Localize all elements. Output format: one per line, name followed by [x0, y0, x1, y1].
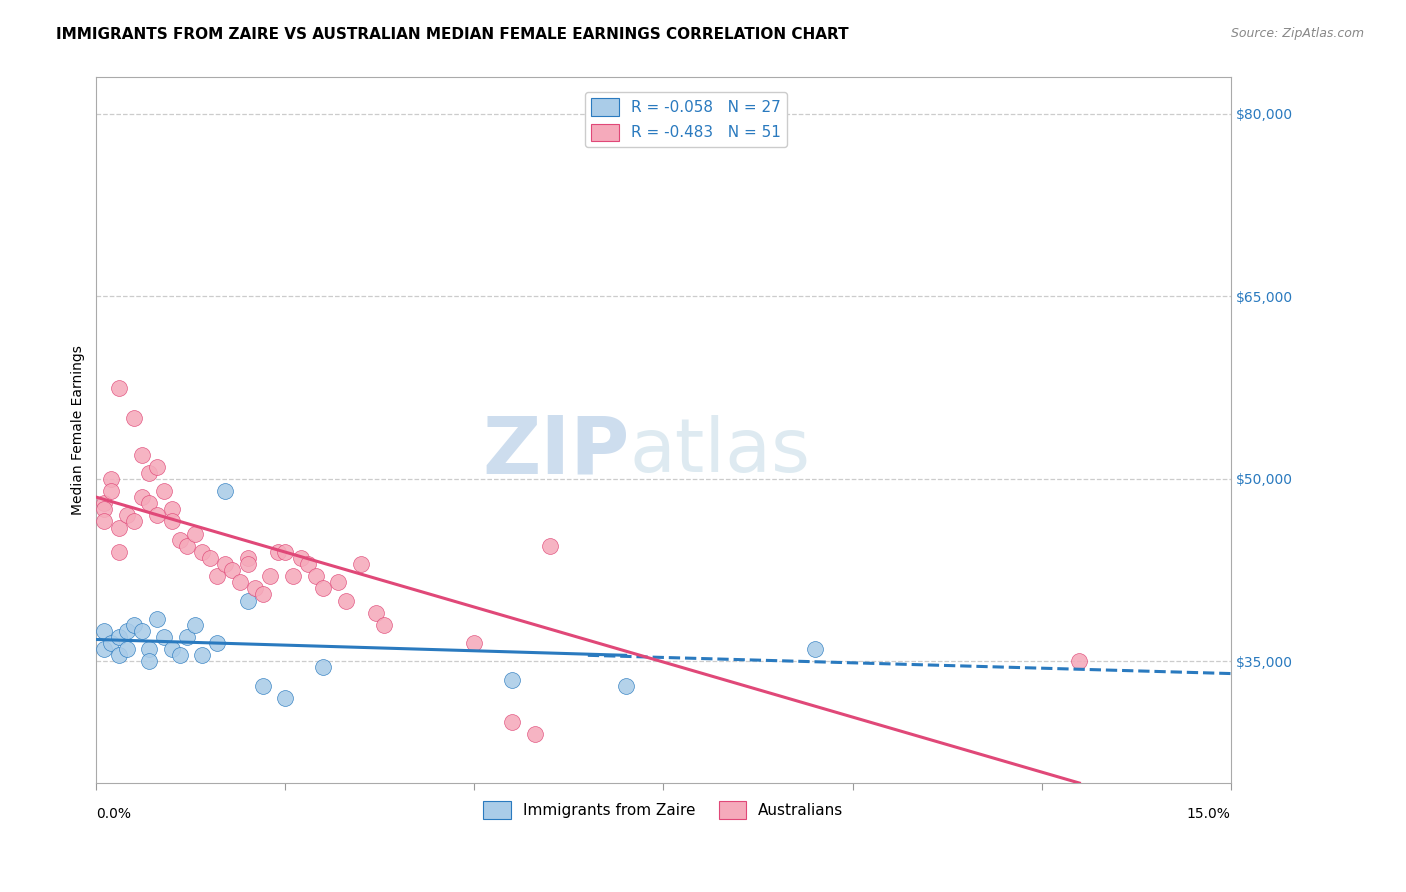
Text: Source: ZipAtlas.com: Source: ZipAtlas.com [1230, 27, 1364, 40]
Point [312, 660, 335, 674]
Point [115, 624, 138, 638]
Text: ZIP: ZIP [482, 412, 630, 491]
Point [523, 727, 546, 741]
Point [153, 630, 176, 644]
Point [176, 539, 198, 553]
Point [328, 575, 350, 590]
Legend: Immigrants from Zaire, Australians: Immigrants from Zaire, Australians [477, 795, 849, 825]
Point [100, 472, 122, 486]
Y-axis label: Median Female Earnings: Median Female Earnings [72, 345, 86, 516]
Point [229, 575, 252, 590]
Point [214, 484, 236, 499]
Point [501, 673, 523, 687]
Point [169, 533, 191, 547]
Point [297, 557, 319, 571]
Point [191, 545, 214, 559]
Point [290, 551, 312, 566]
Point [93, 496, 115, 510]
Point [146, 508, 169, 523]
Point [198, 551, 221, 566]
Point [304, 569, 326, 583]
Point [100, 636, 122, 650]
Text: 0.0%: 0.0% [97, 807, 131, 822]
Text: 15.0%: 15.0% [1187, 807, 1230, 822]
Point [281, 569, 304, 583]
Point [160, 502, 183, 516]
Point [108, 648, 131, 663]
Point [131, 624, 153, 638]
Point [93, 624, 115, 638]
Point [138, 496, 160, 510]
Point [243, 582, 266, 596]
Point [463, 636, 485, 650]
Point [259, 569, 281, 583]
Point [538, 539, 561, 553]
Point [312, 582, 335, 596]
Text: atlas: atlas [630, 415, 810, 488]
Point [108, 545, 131, 559]
Point [115, 508, 138, 523]
Point [236, 551, 259, 566]
Point [191, 648, 214, 663]
Point [252, 679, 274, 693]
Point [207, 569, 229, 583]
Point [183, 526, 205, 541]
Point [93, 515, 115, 529]
Point [176, 630, 198, 644]
Point [214, 557, 236, 571]
Point [153, 484, 176, 499]
Point [122, 515, 145, 529]
Point [335, 593, 357, 607]
Point [108, 381, 131, 395]
Point [131, 490, 153, 504]
Point [236, 557, 259, 571]
Point [350, 557, 373, 571]
Point [267, 545, 290, 559]
Point [614, 679, 637, 693]
Point [207, 636, 229, 650]
Point [146, 612, 169, 626]
Point [366, 606, 388, 620]
Point [146, 459, 169, 474]
Point [274, 690, 297, 705]
Point [138, 642, 160, 657]
Point [138, 466, 160, 480]
Point [131, 448, 153, 462]
Point [122, 618, 145, 632]
Point [1069, 654, 1091, 668]
Point [160, 515, 183, 529]
Point [252, 587, 274, 601]
Point [236, 593, 259, 607]
Point [221, 563, 243, 577]
Point [373, 618, 395, 632]
Point [501, 715, 523, 730]
Point [93, 502, 115, 516]
Point [138, 654, 160, 668]
Point [803, 642, 825, 657]
Point [122, 411, 145, 425]
Text: IMMIGRANTS FROM ZAIRE VS AUSTRALIAN MEDIAN FEMALE EARNINGS CORRELATION CHART: IMMIGRANTS FROM ZAIRE VS AUSTRALIAN MEDI… [56, 27, 849, 42]
Point [108, 630, 131, 644]
Point [93, 642, 115, 657]
Point [100, 484, 122, 499]
Point [115, 642, 138, 657]
Point [274, 545, 297, 559]
Point [183, 618, 205, 632]
Point [169, 648, 191, 663]
Point [108, 520, 131, 534]
Point [160, 642, 183, 657]
